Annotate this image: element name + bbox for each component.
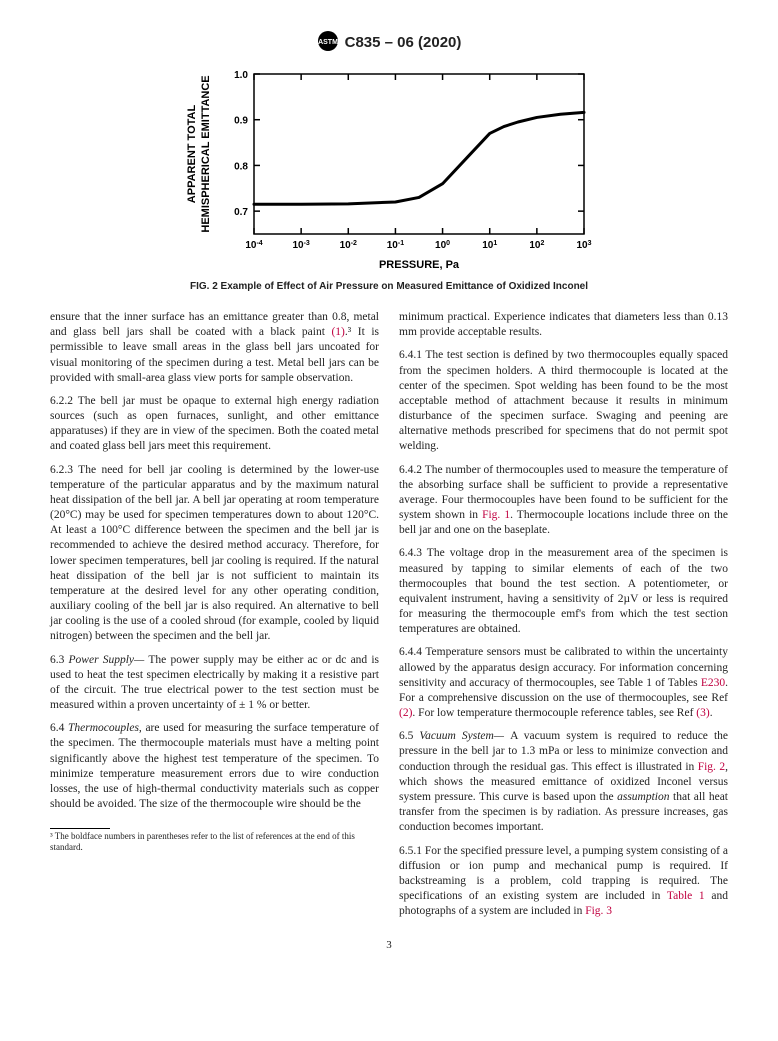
body-columns: ensure that the inner surface has an emi… [50,310,728,919]
svg-text:0.7: 0.7 [234,207,248,218]
para-6-2-1-cont: ensure that the inner surface has an emi… [50,310,379,386]
designation-text: C835 – 06 (2020) [345,34,462,51]
page-header: ASTM C835 – 06 (2020) [50,30,728,56]
page-number: 3 [50,939,728,951]
fig-1-link[interactable]: Fig. 1 [482,509,510,521]
fig-2-link[interactable]: Fig. 2 [698,761,725,773]
svg-text:100: 100 [435,240,450,252]
para-6-2-3: 6.2.3 The need for bell jar cooling is d… [50,463,379,645]
svg-text:102: 102 [529,240,544,252]
svg-text:1.0: 1.0 [234,70,248,81]
svg-text:101: 101 [482,240,497,252]
para-6-5: 6.5 Vacuum System— A vacuum system is re… [399,729,728,835]
svg-text:0.9: 0.9 [234,116,248,127]
emittance-chart: 0.7 0.8 0.9 1.0 10-4 10-3 10-2 10-1 100 101 102 103… [50,64,728,277]
svg-text:10-3: 10-3 [292,240,309,252]
ref-3-link[interactable]: (3) [696,707,709,719]
svg-text:APPARENT TOTALHEMISPHERICAL EM: APPARENT TOTALHEMISPHERICAL EMITTANCE [186,75,212,232]
svg-text:10-2: 10-2 [340,240,357,252]
svg-text:10-4: 10-4 [245,240,262,252]
svg-text:0.8: 0.8 [234,161,248,172]
footnote-separator [50,828,110,829]
table-1-link[interactable]: Table 1 [667,890,705,902]
para-6-4-cont: minimum practical. Experience indicates … [399,310,728,340]
fig-3-link[interactable]: Fig. 3 [585,905,612,917]
svg-text:10-1: 10-1 [387,240,404,252]
e230-link[interactable]: E230 [701,677,725,689]
para-6-4-2: 6.4.2 The number of thermocouples used t… [399,463,728,539]
section-head-vacuum: Vacuum System— [419,730,510,742]
section-head-thermocouples: Thermocouples, [68,722,145,734]
section-head-power-supply: Power Supply— [69,654,149,666]
ref-1-link[interactable]: (1) [331,326,344,338]
svg-text:ASTM: ASTM [318,39,338,46]
para-6-3: 6.3 Power Supply— The power supply may b… [50,653,379,714]
para-6-4: 6.4 Thermocouples, are used for measurin… [50,721,379,812]
astm-logo-icon: ASTM [317,30,339,56]
footnote-3: ³ The boldface numbers in parentheses re… [50,831,379,853]
para-6-4-4: 6.4.4 Temperature sensors must be calibr… [399,645,728,721]
para-6-5-1: 6.5.1 For the specified pressure level, … [399,844,728,920]
para-6-4-3: 6.4.3 The voltage drop in the measuremen… [399,546,728,637]
svg-text:103: 103 [576,240,591,252]
para-6-4-1: 6.4.1 The test section is defined by two… [399,348,728,454]
ref-2-link[interactable]: (2) [399,707,412,719]
svg-text:PRESSURE, Pa: PRESSURE, Pa [379,259,460,271]
para-6-2-2: 6.2.2 The bell jar must be opaque to ext… [50,394,379,455]
figure-caption: FIG. 2 Example of Effect of Air Pressure… [50,281,728,292]
